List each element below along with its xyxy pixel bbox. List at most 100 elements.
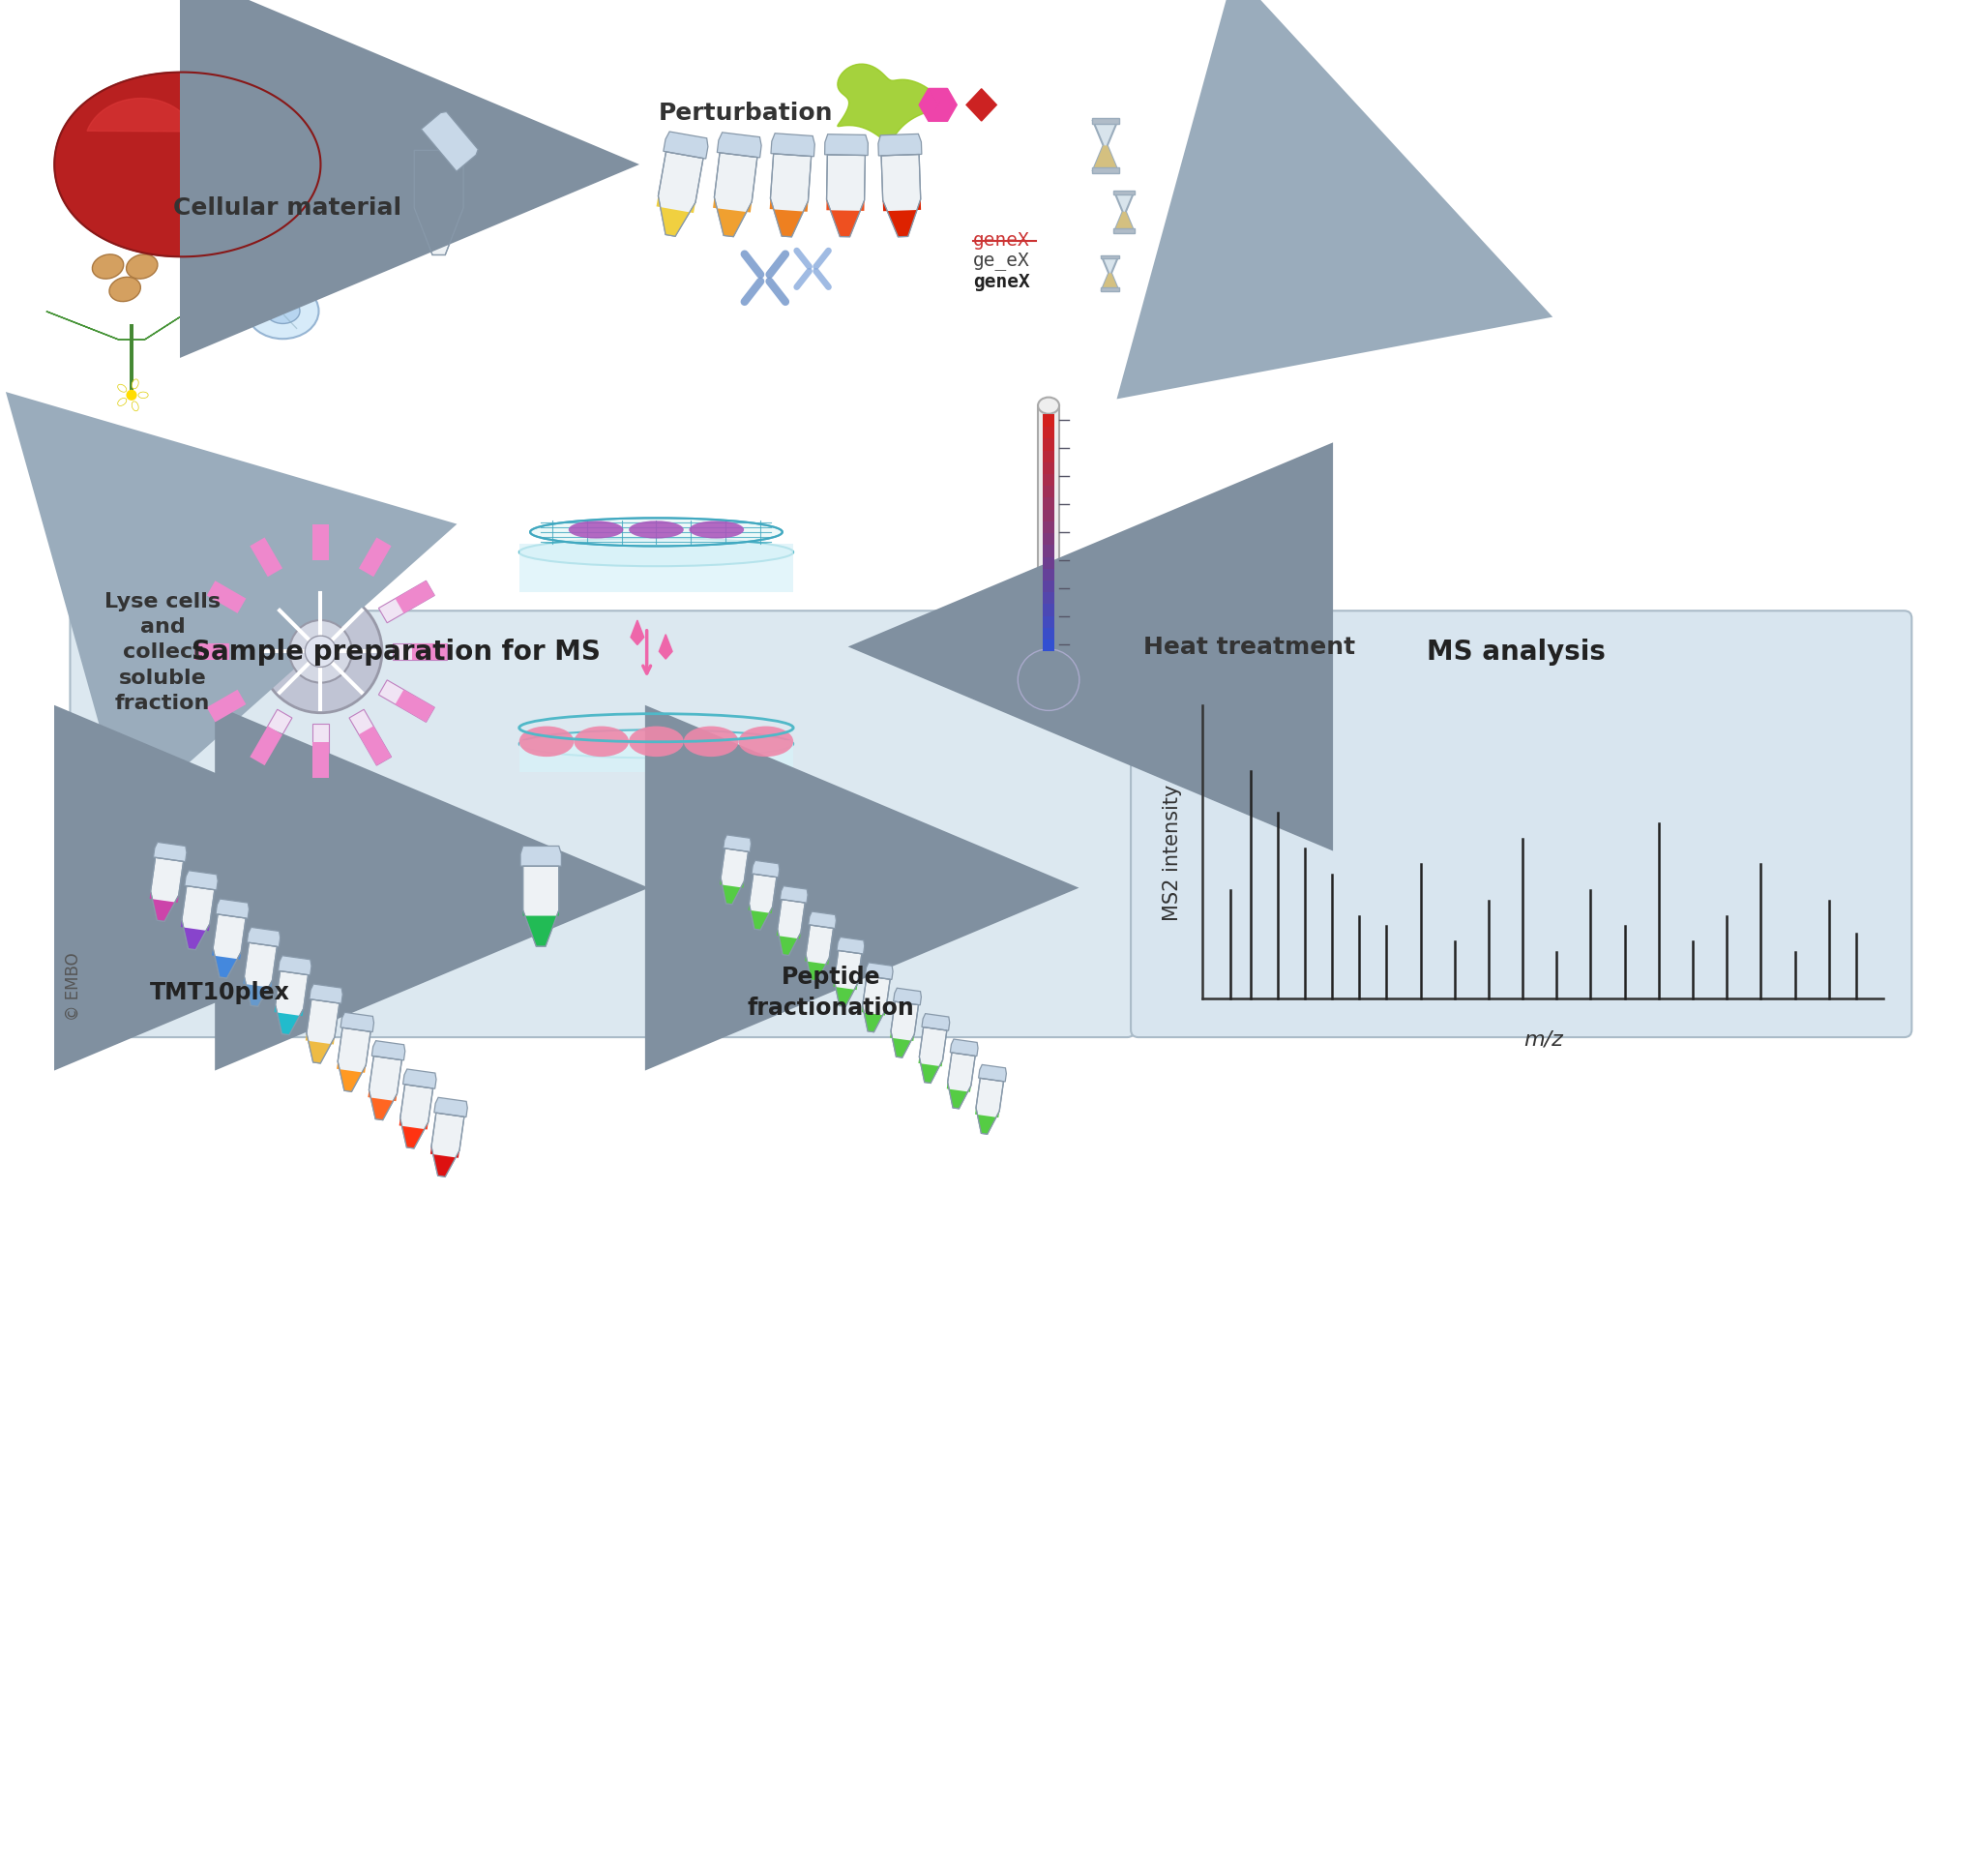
Bar: [1113, 229, 1135, 234]
Ellipse shape: [1038, 398, 1060, 415]
Polygon shape: [378, 681, 434, 722]
Text: m/z: m/z: [1523, 1028, 1563, 1049]
Polygon shape: [1115, 193, 1133, 231]
Ellipse shape: [133, 381, 139, 390]
Polygon shape: [656, 197, 695, 236]
Polygon shape: [749, 904, 773, 930]
Polygon shape: [836, 938, 864, 955]
Polygon shape: [313, 724, 329, 779]
Polygon shape: [719, 878, 745, 904]
Polygon shape: [660, 636, 672, 660]
Polygon shape: [396, 582, 434, 613]
Polygon shape: [250, 709, 291, 765]
Polygon shape: [929, 105, 947, 122]
Polygon shape: [777, 900, 804, 957]
Polygon shape: [184, 870, 218, 891]
Ellipse shape: [133, 401, 139, 411]
Polygon shape: [309, 985, 343, 1004]
Polygon shape: [372, 1041, 404, 1060]
Polygon shape: [131, 295, 216, 340]
Polygon shape: [884, 201, 921, 238]
Ellipse shape: [117, 385, 127, 392]
Polygon shape: [947, 1052, 975, 1109]
Polygon shape: [87, 99, 196, 133]
Polygon shape: [400, 1084, 434, 1148]
Polygon shape: [749, 874, 777, 930]
Bar: [1042, 450, 1054, 463]
Bar: [1042, 486, 1054, 499]
Polygon shape: [434, 1097, 468, 1118]
Text: ge_eX: ge_eX: [973, 251, 1030, 270]
Polygon shape: [862, 977, 889, 1032]
Polygon shape: [882, 156, 921, 238]
Bar: [519, 544, 792, 593]
Polygon shape: [771, 154, 812, 238]
Polygon shape: [723, 835, 751, 852]
Polygon shape: [212, 949, 242, 979]
Circle shape: [127, 390, 137, 401]
Bar: [1042, 557, 1054, 568]
Polygon shape: [889, 1032, 915, 1058]
Text: geneX: geneX: [973, 231, 1030, 250]
Polygon shape: [834, 951, 862, 1007]
Polygon shape: [658, 152, 703, 236]
Polygon shape: [806, 925, 834, 981]
Bar: [1042, 461, 1054, 475]
Polygon shape: [523, 867, 559, 947]
Bar: [1042, 497, 1054, 510]
Polygon shape: [713, 199, 751, 238]
Polygon shape: [214, 915, 246, 979]
Bar: [1042, 475, 1054, 486]
Polygon shape: [216, 899, 250, 919]
Ellipse shape: [139, 392, 149, 400]
Text: Peptide
fractionation: Peptide fractionation: [747, 966, 915, 1019]
Polygon shape: [834, 981, 858, 1007]
Polygon shape: [838, 66, 939, 143]
Polygon shape: [919, 1058, 943, 1084]
Polygon shape: [250, 726, 283, 765]
Bar: [1101, 289, 1119, 293]
Bar: [1042, 522, 1054, 535]
Polygon shape: [771, 199, 808, 238]
Polygon shape: [313, 525, 329, 561]
Text: MS2 intensity: MS2 intensity: [1163, 784, 1183, 921]
Polygon shape: [331, 143, 337, 152]
Polygon shape: [46, 311, 131, 340]
Text: Heat treatment: Heat treatment: [1143, 636, 1355, 658]
Polygon shape: [250, 538, 283, 578]
Polygon shape: [919, 1028, 947, 1084]
Bar: [1042, 593, 1054, 604]
Bar: [1042, 439, 1054, 452]
Ellipse shape: [574, 726, 628, 758]
Circle shape: [289, 621, 353, 683]
Bar: [1042, 415, 1054, 428]
Ellipse shape: [109, 278, 141, 302]
Polygon shape: [947, 1082, 971, 1109]
Circle shape: [1018, 649, 1080, 711]
Polygon shape: [315, 109, 351, 186]
Polygon shape: [244, 977, 271, 1007]
Ellipse shape: [93, 255, 123, 280]
Polygon shape: [1115, 212, 1133, 231]
Polygon shape: [630, 621, 644, 645]
Ellipse shape: [569, 522, 624, 538]
Ellipse shape: [519, 538, 792, 567]
Polygon shape: [921, 1015, 949, 1032]
Polygon shape: [664, 133, 707, 159]
Polygon shape: [878, 135, 921, 156]
Polygon shape: [313, 525, 329, 580]
Polygon shape: [771, 135, 814, 158]
Polygon shape: [378, 582, 434, 623]
Polygon shape: [826, 201, 864, 238]
Polygon shape: [432, 1112, 464, 1176]
Text: Lyse cells
and
collect
soluble
fraction: Lyse cells and collect soluble fraction: [105, 591, 220, 713]
Polygon shape: [206, 681, 263, 722]
Polygon shape: [151, 857, 184, 921]
Bar: [1042, 568, 1054, 582]
Bar: [1042, 544, 1054, 557]
Bar: [1042, 510, 1054, 522]
Polygon shape: [182, 885, 214, 951]
Polygon shape: [153, 842, 186, 863]
Polygon shape: [715, 154, 757, 238]
Polygon shape: [206, 582, 263, 623]
